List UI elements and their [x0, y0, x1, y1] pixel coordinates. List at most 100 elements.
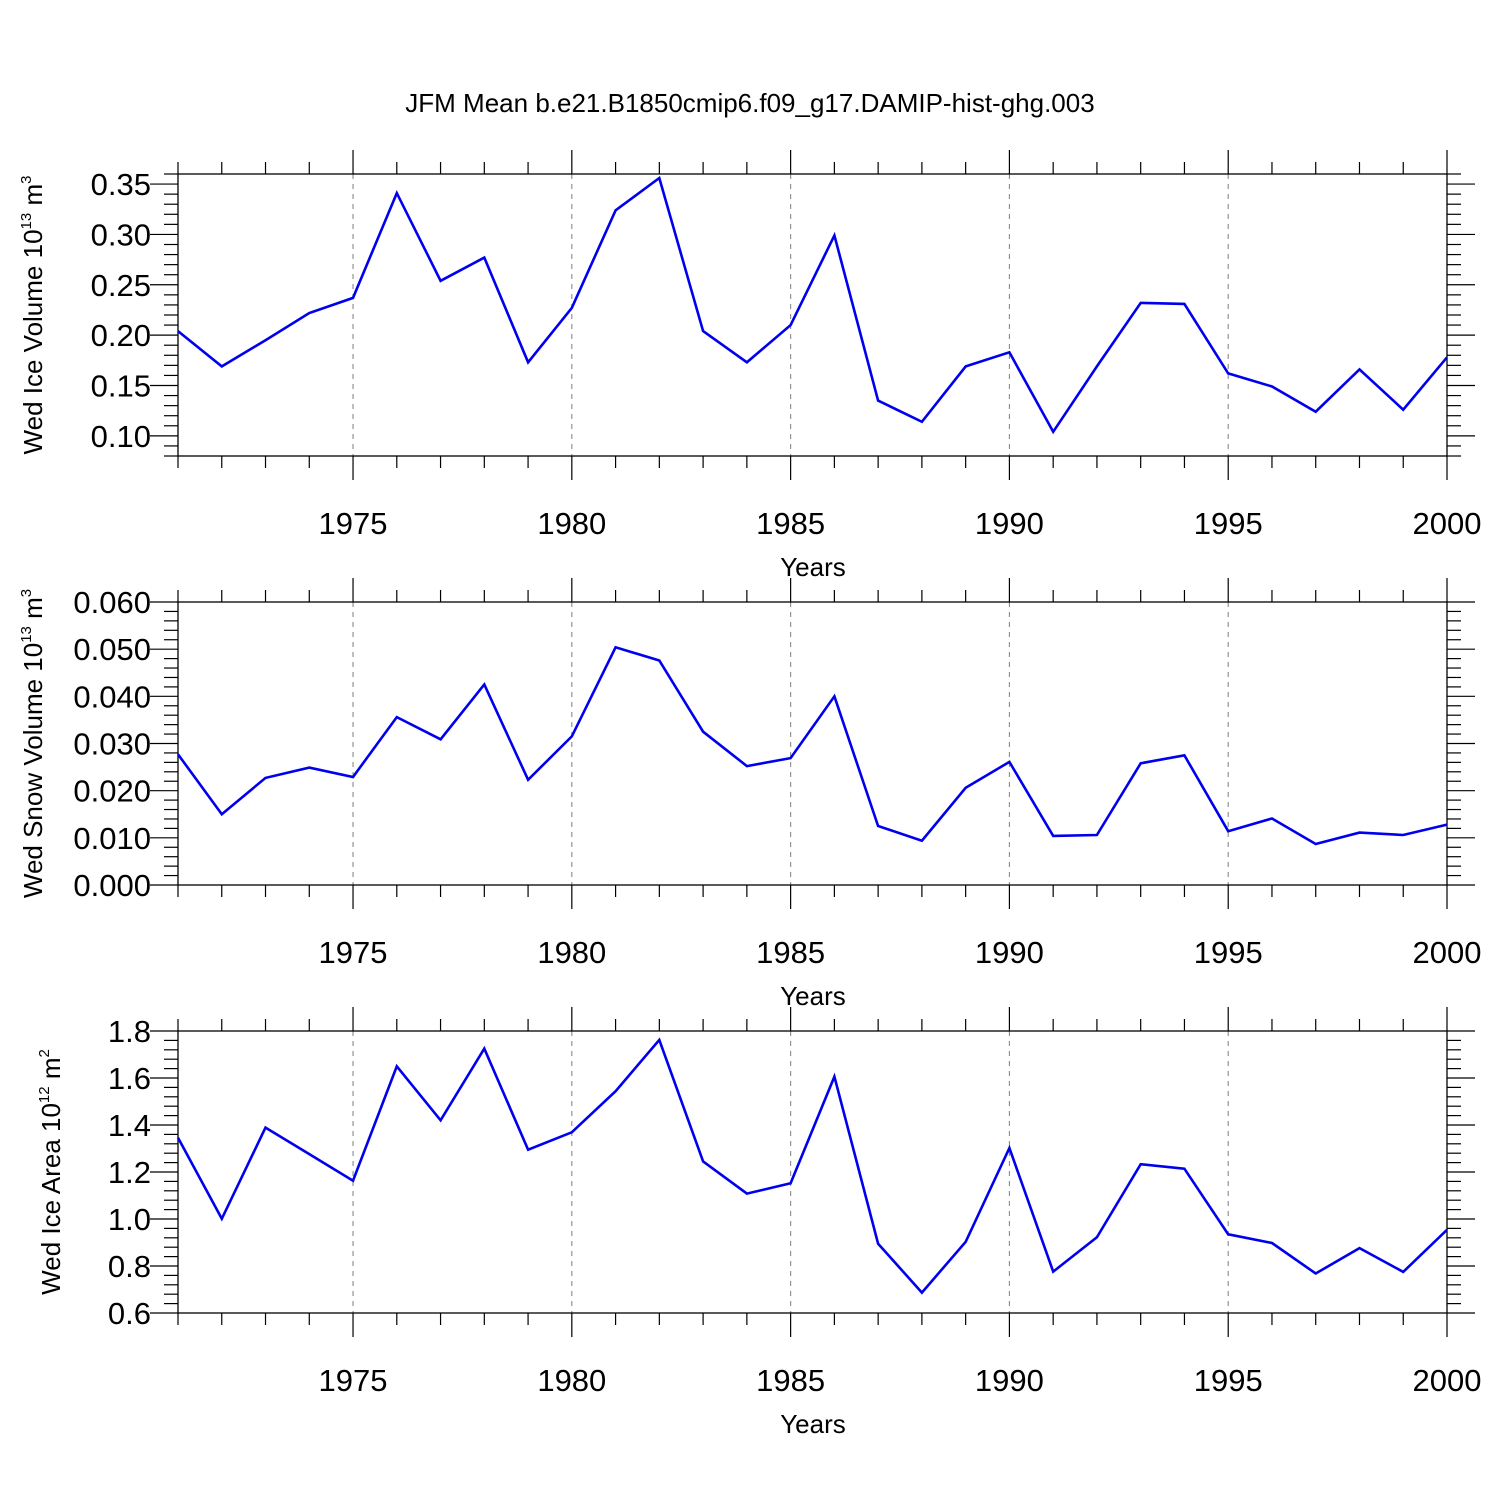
- data-point-1993: [1138, 760, 1144, 766]
- data-point-1998: [1356, 1245, 1362, 1251]
- data-point-1997: [1313, 841, 1319, 847]
- y-axis-label-part: m: [18, 597, 48, 626]
- panel-2: 0.000 0.010 0.020 0.030 0.040 0.050 0.060 1975 1…: [18, 578, 1481, 1011]
- panels: 0.10 0.15 0.20 0.25 0.30 0.35 1975 1980 1985 1990…: [18, 150, 1481, 1439]
- y-axis-label-superscript: 13: [18, 626, 35, 643]
- x-tick-label: 2000: [1413, 1363, 1482, 1398]
- y-axis-label-superscript: 12: [36, 1086, 53, 1103]
- data-point-1974: [306, 1151, 312, 1157]
- y-tick-label: 0.20: [91, 318, 151, 353]
- data-point-1983: [700, 328, 706, 334]
- y-tick-label: 0.030: [73, 727, 151, 762]
- x-axis-label: Years: [780, 981, 846, 1011]
- data-point-1987: [875, 398, 881, 404]
- y-tick-label: 1.8: [108, 1014, 151, 1049]
- data-point-1992: [1094, 1234, 1100, 1240]
- y-axis-label-superscript: 3: [18, 589, 35, 597]
- y-axis-label-part: Wed Snow Volume 10: [18, 643, 48, 898]
- data-point-1995: [1225, 370, 1231, 376]
- data-point-1987: [875, 1241, 881, 1247]
- data-point-1979: [525, 1147, 531, 1153]
- y-tick-label: 0.020: [73, 774, 151, 809]
- x-tick-label: 1980: [537, 506, 606, 541]
- data-point-1998: [1356, 830, 1362, 836]
- data-point-1973: [263, 1125, 269, 1131]
- x-tick-label: 2000: [1413, 506, 1482, 541]
- data-point-1972: [219, 811, 225, 817]
- panel-3: 0.6 0.8 1.0 1.2 1.4 1.6 1.8 1975 1980 1985 1990 199…: [36, 1007, 1481, 1439]
- data-point-1990: [1006, 759, 1012, 765]
- y-tick-label: 0.000: [73, 868, 151, 903]
- data-point-1994: [1181, 752, 1187, 758]
- x-tick-label: 1985: [756, 506, 825, 541]
- x-axis-label: Years: [780, 552, 846, 582]
- data-point-1980: [569, 305, 575, 311]
- data-point-1981: [613, 644, 619, 650]
- data-point-1974: [306, 310, 312, 316]
- data-point-1980: [569, 1129, 575, 1135]
- data-point-1978: [481, 682, 487, 688]
- data-point-1991: [1050, 1269, 1056, 1275]
- data-point-1972: [219, 1216, 225, 1222]
- figure-title: JFM Mean b.e21.B1850cmip6.f09_g17.DAMIP-…: [405, 88, 1094, 118]
- data-point-1978: [481, 255, 487, 261]
- data-point-1976: [394, 190, 400, 196]
- data-point-1993: [1138, 1161, 1144, 1167]
- data-point-1984: [744, 359, 750, 365]
- data-point-1979: [525, 359, 531, 365]
- data-point-1984: [744, 1191, 750, 1197]
- y-tick-label: 1.4: [108, 1108, 151, 1143]
- y-tick-label: 0.35: [91, 167, 151, 202]
- data-point-1980: [569, 733, 575, 739]
- data-point-1971: [175, 328, 181, 334]
- data-point-1995: [1225, 1231, 1231, 1237]
- y-tick-label: 0.15: [91, 369, 151, 404]
- y-axis-label: Wed Ice Volume 1013 m3: [18, 176, 48, 455]
- y-axis-label: Wed Snow Volume 1013 m3: [18, 589, 48, 898]
- y-axis-label: Wed Ice Area 1012 m2: [36, 1049, 66, 1295]
- data-point-1985: [788, 755, 794, 761]
- y-axis-label-part: m: [36, 1058, 66, 1087]
- x-tick-label: 1980: [537, 1363, 606, 1398]
- x-tick-label: 1990: [975, 506, 1044, 541]
- x-tick-label: 1990: [975, 1363, 1044, 1398]
- data-point-1994: [1181, 301, 1187, 307]
- data-point-1989: [963, 363, 969, 369]
- data-point-1992: [1094, 363, 1100, 369]
- data-point-1973: [263, 337, 269, 343]
- y-tick-label: 0.10: [91, 419, 151, 454]
- data-point-2000: [1444, 1227, 1450, 1233]
- data-point-1998: [1356, 366, 1362, 372]
- data-point-1997: [1313, 1271, 1319, 1277]
- data-point-1977: [438, 1117, 444, 1123]
- data-point-1994: [1181, 1166, 1187, 1172]
- x-tick-label: 1975: [319, 1363, 388, 1398]
- data-point-1993: [1138, 300, 1144, 306]
- y-tick-label: 0.8: [108, 1249, 151, 1284]
- x-tick-label: 1995: [1194, 1363, 1263, 1398]
- data-point-1972: [219, 363, 225, 369]
- series-line: [177, 175, 1448, 435]
- data-point-1986: [831, 1074, 837, 1080]
- x-tick-label: 1985: [756, 935, 825, 970]
- plot-frame: [177, 1030, 1448, 1314]
- data-point-1985: [788, 1180, 794, 1186]
- data-point-2000: [1444, 822, 1450, 828]
- x-tick-label: 1980: [537, 935, 606, 970]
- y-tick-label: 0.060: [73, 585, 151, 620]
- data-point-1985: [788, 322, 794, 328]
- data-point-1974: [306, 765, 312, 771]
- data-point-1971: [175, 1135, 181, 1141]
- data-point-1996: [1269, 1240, 1275, 1246]
- data-point-1984: [744, 763, 750, 769]
- data-point-1978: [481, 1046, 487, 1052]
- data-point-1973: [263, 775, 269, 781]
- data-point-1977: [438, 736, 444, 742]
- data-point-1976: [394, 1063, 400, 1069]
- data-point-1987: [875, 823, 881, 829]
- y-tick-label: 0.010: [73, 821, 151, 856]
- panel-1: 0.10 0.15 0.20 0.25 0.30 0.35 1975 1980 1985 1990…: [18, 150, 1481, 582]
- x-tick-label: 1975: [319, 935, 388, 970]
- data-point-1982: [656, 175, 662, 181]
- x-tick-label: 1995: [1194, 935, 1263, 970]
